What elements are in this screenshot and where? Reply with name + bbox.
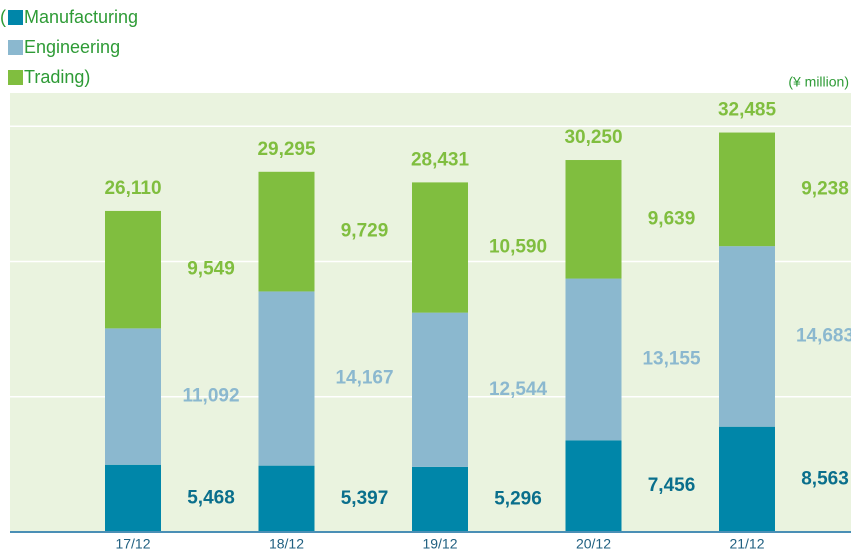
total-label: 29,295	[257, 139, 316, 160]
legend-label: Engineering	[24, 37, 120, 57]
value-label: 8,563	[801, 468, 849, 489]
value-label: 9,549	[187, 259, 235, 280]
x-tick-label: 18/12	[269, 536, 304, 552]
value-label: 7,456	[648, 475, 696, 496]
value-label: 9,238	[801, 178, 849, 199]
bar-segment	[412, 312, 468, 467]
bar-segment	[105, 210, 161, 329]
bar-segment	[719, 246, 775, 427]
value-label: 10,590	[489, 237, 547, 258]
x-tick-label: 17/12	[115, 536, 150, 552]
value-label: 5,397	[341, 488, 389, 509]
x-tick-label: 21/12	[729, 536, 764, 552]
bar-segment	[105, 464, 161, 532]
legend-suffix: )	[84, 67, 90, 87]
total-label: 32,485	[718, 100, 777, 121]
x-tick-label: 19/12	[422, 536, 457, 552]
bar-segment	[565, 160, 622, 279]
legend-text: Engineering	[24, 37, 120, 57]
bar-segment	[258, 291, 315, 466]
legend-swatch	[8, 40, 23, 55]
value-label: 5,296	[494, 488, 542, 509]
legend-swatch	[8, 10, 23, 25]
unit-label: (¥ million)	[788, 74, 849, 90]
bar-segment	[412, 466, 468, 532]
value-label: 9,729	[341, 221, 389, 242]
bar-segment	[719, 132, 775, 247]
legend-label: Manufacturing	[24, 7, 138, 27]
value-label: 13,155	[642, 348, 701, 369]
legend-swatch	[8, 70, 23, 85]
total-label: 28,431	[411, 149, 470, 170]
bar-segment	[412, 182, 468, 313]
total-label: 26,110	[104, 178, 161, 199]
value-label: 14,683	[796, 325, 851, 346]
legend-text: Manufacturing	[24, 7, 138, 27]
value-label: 14,167	[335, 368, 393, 389]
value-label: 9,639	[648, 208, 696, 229]
bar-segment	[565, 440, 622, 532]
value-label: 5,468	[187, 487, 235, 508]
legend-text: Trading	[24, 67, 84, 87]
total-label: 30,250	[564, 127, 622, 148]
legend-prefix: (	[0, 7, 6, 27]
x-tick-label: 20/12	[576, 536, 611, 552]
bar-segment	[105, 328, 161, 465]
bar-segment	[719, 426, 775, 532]
bar-segment	[258, 171, 315, 292]
bar-segment	[565, 278, 622, 441]
bar-segment	[258, 465, 315, 532]
value-label: 12,544	[489, 379, 548, 400]
value-label: 11,092	[182, 386, 239, 407]
legend-label: Trading)	[24, 67, 90, 87]
